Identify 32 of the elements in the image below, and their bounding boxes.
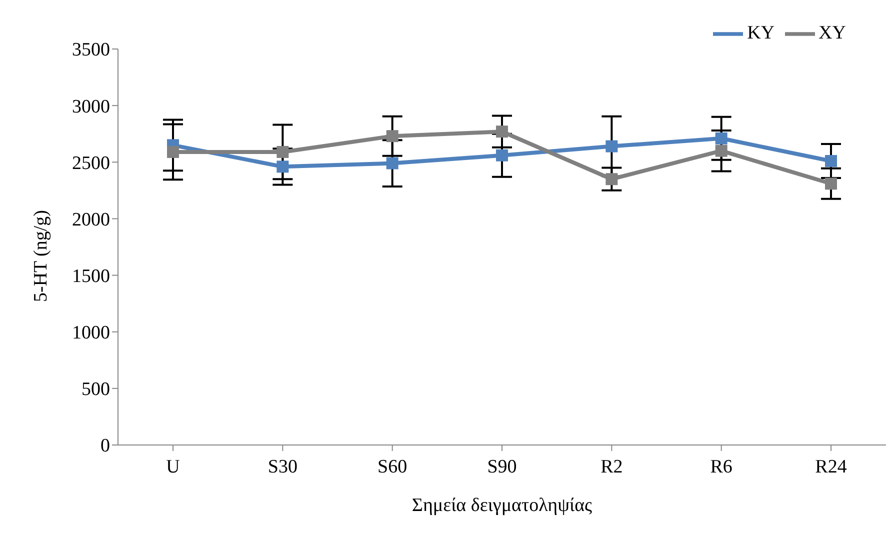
x-tick-label: R24 (815, 456, 848, 478)
x-tick-label: S60 (378, 456, 408, 478)
point (715, 132, 728, 144)
point (386, 157, 398, 170)
y-tick-label: 0 (100, 436, 110, 457)
point (276, 146, 289, 158)
x-tick-label: R6 (710, 456, 732, 478)
y-tick-label: 3500 (72, 40, 110, 61)
x-axis-title: Σημεία δειγματοληψίας (412, 495, 593, 516)
point (825, 155, 837, 168)
y-tick-label: 500 (82, 379, 110, 400)
y-tick-label: 1500 (72, 266, 110, 288)
y-tick-label: 2500 (72, 152, 110, 174)
y-tick-label: 2000 (72, 209, 110, 230)
point (276, 160, 289, 173)
x-tick-label: S90 (487, 456, 517, 478)
point (825, 178, 837, 190)
point (167, 146, 179, 158)
point (715, 144, 728, 157)
y-tick-label: 1000 (72, 322, 110, 344)
x-tick-label: S30 (268, 456, 298, 478)
x-tick-label: R2 (600, 456, 623, 478)
y-tick-label: 3000 (72, 96, 110, 118)
point (496, 126, 508, 138)
legend-label: XY (818, 22, 846, 44)
x-tick-label: U (166, 456, 180, 478)
point (606, 140, 618, 152)
point (606, 173, 618, 186)
legend-label: KY (747, 22, 775, 44)
point (386, 130, 398, 142)
point (496, 149, 508, 162)
y-axis-title: 5-HT (ng/g) (30, 210, 52, 302)
